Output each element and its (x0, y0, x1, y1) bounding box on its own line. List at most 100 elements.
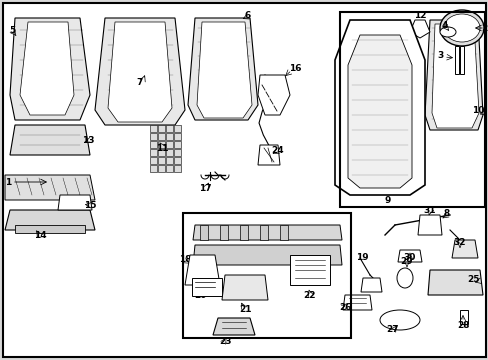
Polygon shape (95, 18, 184, 125)
Text: 31: 31 (423, 206, 435, 215)
Polygon shape (184, 255, 220, 285)
Polygon shape (197, 22, 251, 118)
Text: 26: 26 (338, 303, 350, 312)
Polygon shape (20, 22, 74, 115)
Text: 28: 28 (456, 320, 468, 329)
Text: 7: 7 (137, 77, 143, 86)
Polygon shape (10, 18, 90, 120)
Bar (150, 149, 157, 156)
Text: 6: 6 (244, 10, 251, 19)
Bar (192, 278, 222, 296)
Text: 18: 18 (179, 256, 191, 265)
Bar (165, 133, 173, 140)
Ellipse shape (396, 268, 412, 288)
Text: 8: 8 (443, 208, 449, 217)
Text: 20: 20 (193, 291, 206, 300)
Bar (260, 225, 267, 240)
Bar (280, 225, 287, 240)
Polygon shape (187, 18, 258, 120)
Bar (150, 141, 157, 148)
Ellipse shape (439, 27, 455, 37)
Bar (165, 141, 173, 148)
Bar (158, 149, 164, 156)
Bar (339, 12, 484, 207)
Text: 23: 23 (218, 338, 231, 346)
Polygon shape (258, 145, 280, 165)
Text: 5: 5 (9, 26, 15, 35)
Polygon shape (193, 245, 341, 265)
Bar (289, 255, 329, 285)
Bar (158, 133, 164, 140)
Polygon shape (360, 278, 381, 292)
Text: 3: 3 (436, 50, 442, 59)
Bar (459, 310, 467, 324)
Bar (158, 141, 164, 148)
Bar (174, 149, 181, 156)
Text: 1: 1 (5, 177, 11, 186)
Text: 4: 4 (441, 21, 447, 30)
Polygon shape (334, 20, 424, 195)
Polygon shape (409, 20, 429, 38)
Polygon shape (5, 210, 95, 230)
Bar (174, 133, 181, 140)
Polygon shape (431, 24, 478, 128)
Polygon shape (213, 318, 254, 335)
Bar (240, 225, 247, 240)
Bar (150, 133, 157, 140)
Ellipse shape (379, 310, 419, 330)
Bar (15, 225, 85, 233)
Polygon shape (342, 295, 371, 310)
Text: 14: 14 (34, 230, 46, 239)
Ellipse shape (439, 10, 483, 46)
Bar (158, 157, 164, 164)
Text: 30: 30 (403, 253, 415, 262)
Text: 29: 29 (400, 257, 412, 266)
Bar (200, 225, 207, 240)
Bar (174, 141, 181, 148)
Polygon shape (108, 22, 172, 122)
Bar (454, 46, 458, 74)
Bar (174, 165, 181, 172)
Polygon shape (417, 215, 441, 235)
Bar (158, 125, 164, 132)
Text: 21: 21 (238, 306, 251, 315)
Polygon shape (427, 270, 482, 295)
Polygon shape (10, 125, 90, 155)
Text: 13: 13 (81, 135, 94, 144)
Text: 27: 27 (386, 325, 399, 334)
Text: 11: 11 (156, 144, 168, 153)
Bar (165, 125, 173, 132)
Ellipse shape (443, 14, 479, 42)
Bar (165, 157, 173, 164)
Polygon shape (397, 250, 421, 262)
Bar (174, 125, 181, 132)
Text: 10: 10 (470, 105, 483, 114)
Polygon shape (451, 240, 477, 258)
Text: 25: 25 (467, 275, 479, 284)
Bar (220, 225, 227, 240)
Bar (459, 46, 463, 74)
Text: 2: 2 (480, 23, 486, 32)
Bar (174, 157, 181, 164)
Polygon shape (347, 35, 411, 188)
Polygon shape (424, 20, 482, 130)
Text: 24: 24 (271, 145, 284, 154)
Polygon shape (58, 195, 92, 210)
Polygon shape (5, 175, 95, 200)
Bar (165, 165, 173, 172)
Bar (183, 213, 350, 338)
Text: 32: 32 (453, 238, 465, 247)
Text: 12: 12 (413, 10, 426, 19)
Text: 9: 9 (384, 195, 390, 204)
Bar (165, 149, 173, 156)
Bar (150, 165, 157, 172)
Text: 15: 15 (83, 201, 96, 210)
Text: 17: 17 (198, 184, 211, 193)
Polygon shape (258, 75, 289, 115)
Text: 22: 22 (303, 291, 316, 300)
Text: 19: 19 (355, 253, 367, 262)
Text: 16: 16 (288, 63, 301, 72)
Bar (150, 125, 157, 132)
Polygon shape (193, 225, 341, 240)
Bar (158, 165, 164, 172)
